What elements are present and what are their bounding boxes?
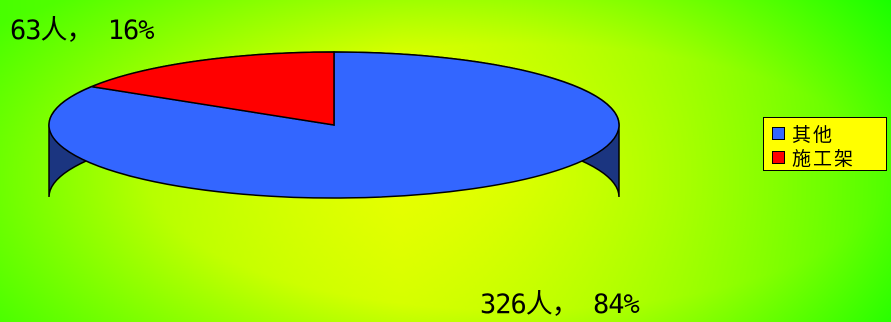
legend: 其他 施工架 — [763, 117, 887, 171]
legend-item-scaffold: 施工架 — [772, 145, 856, 170]
legend-item-other: 其他 — [772, 121, 835, 146]
data-label-scaffold: 63人， 16% — [10, 15, 155, 46]
pie-slice-scaffold — [88, 51, 335, 126]
legend-swatch-other — [772, 126, 785, 140]
legend-label-other: 其他 — [792, 123, 835, 146]
legend-label-scaffold: 施工架 — [792, 147, 856, 170]
data-label-other: 326人， 84% — [480, 289, 640, 320]
legend-swatch-scaffold — [772, 150, 785, 164]
